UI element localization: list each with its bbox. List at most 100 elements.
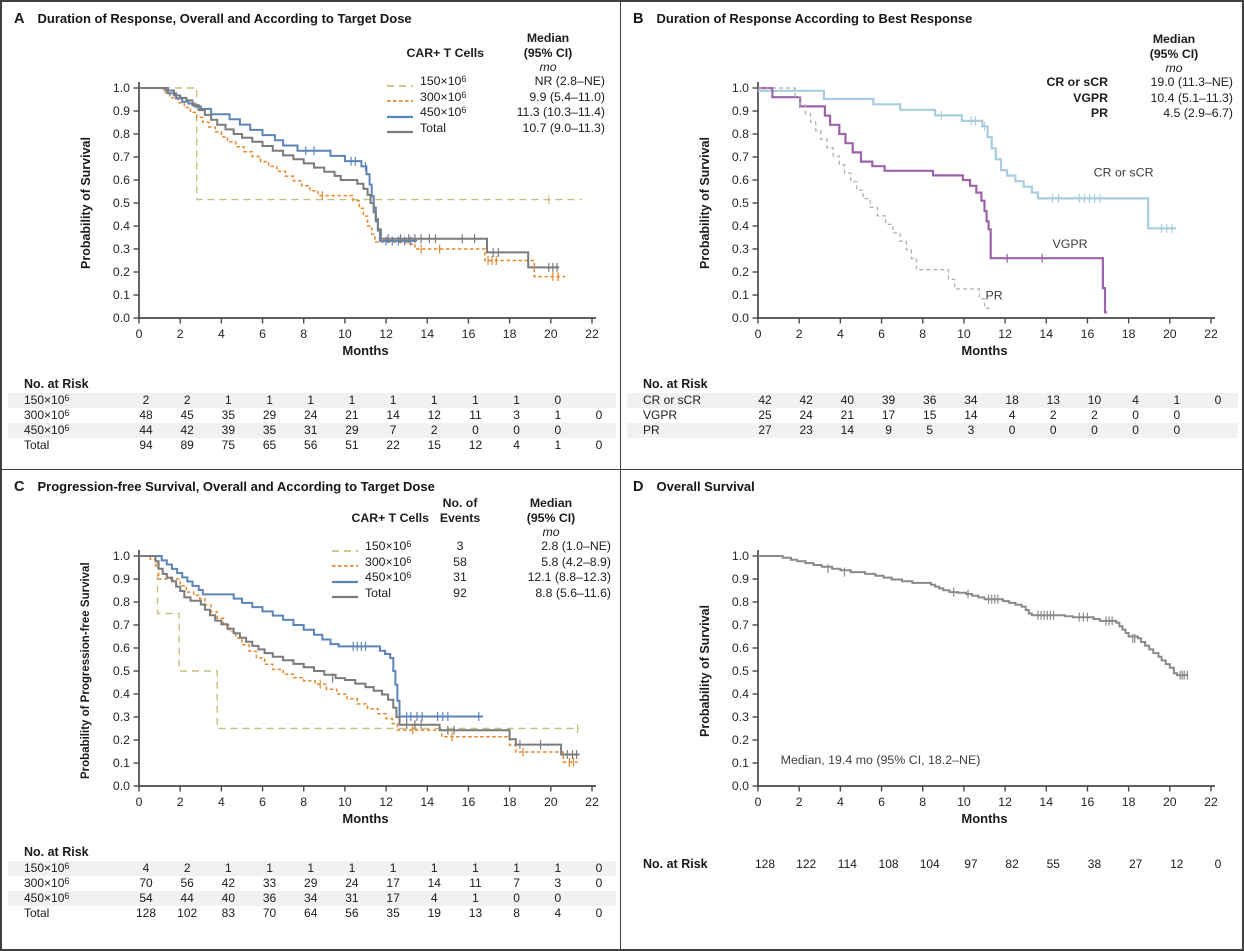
y-tick-label: 0.2 bbox=[113, 265, 130, 279]
legend-series-label: 450×106 bbox=[420, 105, 467, 119]
risk-value: 1 bbox=[348, 393, 356, 407]
risk-value: 56 bbox=[345, 906, 359, 920]
km-curve bbox=[139, 555, 580, 730]
risk-row: CR or sCR 42 42 40 39 36 34 18 13 10 4 1 0 bbox=[627, 393, 1238, 408]
legend-series-label: CR or sCR bbox=[1046, 75, 1109, 89]
legend-header-median: Median (95% CI) bbox=[523, 31, 573, 60]
risk-value: 5 bbox=[926, 423, 934, 437]
risk-value: 108 bbox=[878, 857, 899, 871]
risk-value: 11 bbox=[469, 876, 482, 890]
risk-row: Total 94 89 75 65 56 51 22 15 12 4 1 0 bbox=[8, 438, 616, 453]
km-curve bbox=[758, 89, 1176, 230]
risk-value: 29 bbox=[345, 423, 359, 437]
panel-title: B Duration of Response According to Best … bbox=[633, 11, 972, 27]
y-tick-label: 0.3 bbox=[732, 710, 749, 724]
risk-value: 4 bbox=[554, 906, 562, 920]
risk-value: 55 bbox=[1046, 857, 1060, 871]
legend-series-label: Total bbox=[365, 585, 391, 600]
risk-value: 83 bbox=[221, 906, 236, 920]
risk-value: 0 bbox=[595, 408, 603, 422]
risk-value: 44 bbox=[139, 423, 153, 437]
risk-value: 11 bbox=[469, 408, 482, 422]
y-tick-label: 0.7 bbox=[113, 150, 130, 164]
x-tick-label: 2 bbox=[796, 795, 803, 809]
chart-annotation: VGPR bbox=[1052, 237, 1087, 251]
legend-median-value: 19.0 (11.3–NE) bbox=[1150, 75, 1233, 89]
risk-value: 0 bbox=[1049, 423, 1057, 437]
x-tick-label: 4 bbox=[837, 795, 844, 809]
risk-row: No. at Risk 128 122 114 108 104 97 82 55 38 27 12 0 bbox=[627, 856, 1238, 873]
risk-value: 2 bbox=[1091, 408, 1098, 422]
legend-series-label: VGPR bbox=[1073, 90, 1108, 105]
x-tick-label: 6 bbox=[259, 795, 266, 809]
risk-value: 65 bbox=[262, 438, 277, 452]
risk-value: 1 bbox=[389, 861, 397, 875]
risk-value: 1 bbox=[472, 861, 479, 875]
risk-value: 1 bbox=[554, 861, 562, 875]
risk-value: 82 bbox=[1005, 857, 1019, 871]
risk-value: 2 bbox=[142, 393, 150, 407]
risk-value: 1 bbox=[266, 393, 273, 407]
risk-value: 12 bbox=[1170, 857, 1184, 871]
legend-header-label: CAR+ T Cells bbox=[406, 45, 484, 60]
risk-value: 0 bbox=[513, 423, 520, 437]
risk-value: 94 bbox=[139, 438, 153, 452]
panel-letter: A bbox=[14, 11, 25, 27]
risk-value: 39 bbox=[221, 423, 236, 437]
y-tick-label: 0.1 bbox=[113, 288, 130, 302]
risk-value: 1 bbox=[513, 861, 520, 875]
panel-c-progression-free-survival: C Progression-free Survival, Overall and … bbox=[2, 470, 621, 949]
y-tick-label: 0.0 bbox=[732, 311, 749, 325]
km-curve bbox=[139, 555, 483, 718]
x-tick-label: 0 bbox=[755, 795, 762, 809]
x-tick-label: 4 bbox=[218, 327, 225, 341]
risk-row-label: CR or sCR bbox=[643, 393, 702, 407]
y-tick-label: 0.3 bbox=[113, 242, 130, 256]
risk-value: 24 bbox=[304, 408, 318, 422]
y-tick-label: 0.0 bbox=[113, 779, 130, 793]
risk-value: 104 bbox=[919, 857, 940, 871]
x-axis-label: Months bbox=[342, 343, 389, 358]
risk-value: 114 bbox=[837, 857, 857, 871]
risk-value: 1 bbox=[348, 861, 356, 875]
risk-value: 0 bbox=[513, 891, 520, 905]
y-tick-label: 0.8 bbox=[732, 127, 749, 141]
x-tick-label: 18 bbox=[1122, 795, 1136, 809]
risk-value: 7 bbox=[389, 423, 397, 437]
risk-value: 1 bbox=[225, 393, 232, 407]
risk-row: 450×106 54 44 40 36 34 31 17 4 1 0 0 bbox=[8, 891, 616, 906]
x-tick-label: 22 bbox=[585, 795, 599, 809]
risk-value: 2 bbox=[430, 423, 438, 437]
legend-swatch bbox=[387, 97, 413, 105]
y-tick-label: 0.7 bbox=[113, 618, 130, 632]
y-tick-label: 0.9 bbox=[113, 572, 130, 586]
km-chart-a: 0.0 0.1 0.2 0.3 0.4 0.5 0.6 0.7 0.8 0.9 1.0 0 2 4 6 8 10… bbox=[113, 81, 599, 341]
y-tick-label: 0.5 bbox=[113, 664, 130, 678]
legend-series-label: 450×106 bbox=[365, 570, 412, 584]
y-tick-label: 1.0 bbox=[113, 81, 130, 95]
risk-value: 1 bbox=[307, 393, 315, 407]
risk-value: 19 bbox=[427, 906, 441, 920]
legend-median-value: NR (2.8–NE) bbox=[534, 74, 605, 88]
legend-events-value: 3 bbox=[456, 539, 464, 553]
risk-row: Total 128 102 83 70 64 56 35 19 13 8 4 0 bbox=[8, 906, 616, 921]
risk-value: 31 bbox=[345, 891, 359, 905]
km-curve bbox=[139, 555, 578, 763]
risk-value: 0 bbox=[595, 906, 603, 920]
risk-value: 0 bbox=[1214, 857, 1222, 871]
risk-table: No. at Risk 150×106 2 2 1 1 1 1 1 1 1 1 0 300×106 48 45… bbox=[8, 376, 616, 453]
risk-value: 24 bbox=[345, 876, 359, 890]
x-tick-label: 8 bbox=[919, 327, 926, 341]
risk-row-label: 450×106 bbox=[24, 891, 70, 905]
x-tick-label: 20 bbox=[544, 327, 558, 341]
risk-value: 70 bbox=[139, 876, 153, 890]
legend: CAR+ T Cells No. of Events Median (95% CI)… bbox=[332, 496, 611, 601]
x-tick-label: 8 bbox=[919, 795, 926, 809]
legend-series-label: 150×106 bbox=[365, 539, 412, 553]
x-tick-label: 2 bbox=[177, 795, 184, 809]
risk-row: 300×106 48 45 35 29 24 21 14 12 11 3 1 0 bbox=[8, 408, 616, 423]
legend-median-value: 4.5 (2.9–6.7) bbox=[1163, 106, 1233, 120]
risk-value: 10 bbox=[1087, 393, 1102, 407]
risk-row-label: 450×106 bbox=[24, 423, 70, 437]
km-curve bbox=[139, 87, 566, 278]
